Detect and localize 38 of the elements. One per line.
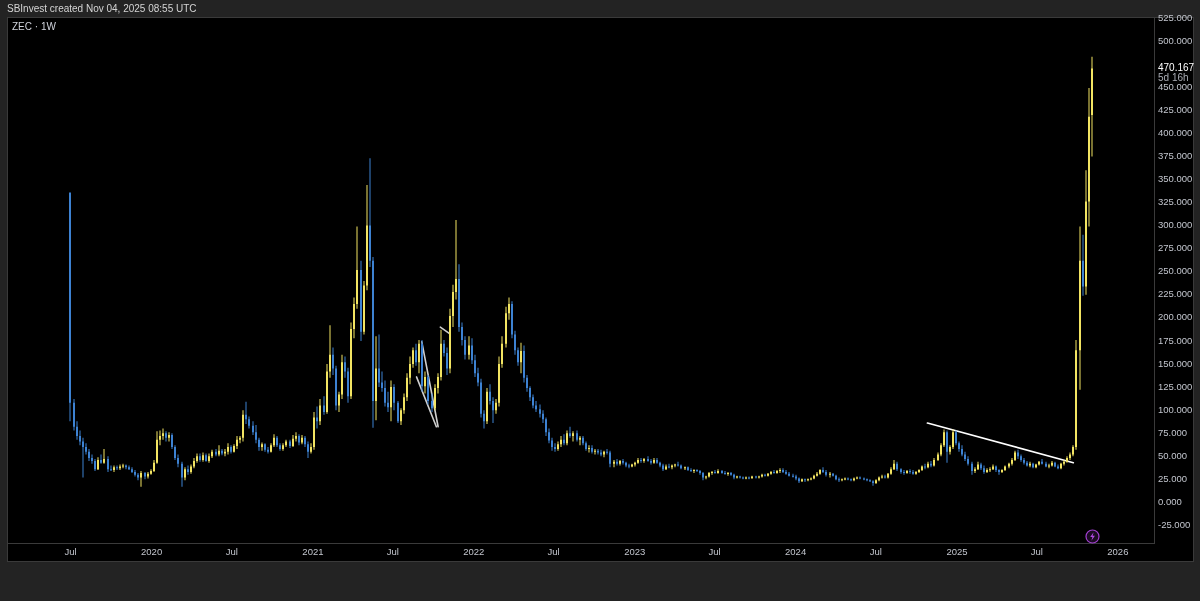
chart-subtitle: SBInvest created Nov 04, 2025 08:55 UTC: [7, 3, 197, 14]
x-tick-label: Jul: [869, 546, 882, 558]
y-tick-label: 375.000: [1158, 150, 1193, 162]
y-tick-label: 0.000: [1158, 496, 1182, 508]
x-tick-label: Jul: [386, 546, 399, 558]
y-tick-label: 350.000: [1158, 173, 1193, 185]
y-tick-label: 50.000: [1158, 449, 1188, 461]
y-tick-label: 150.000: [1158, 357, 1193, 369]
y-tick-label: 125.000: [1158, 380, 1193, 392]
x-tick-label: Jul: [708, 546, 721, 558]
y-tick-label: 225.000: [1158, 288, 1193, 300]
y-tick-label: 325.000: [1158, 196, 1193, 208]
x-tick-label: 2022: [463, 546, 485, 558]
y-tick-label: 275.000: [1158, 242, 1193, 254]
y-tick-label: 500.000: [1158, 34, 1193, 46]
y-tick-label: 250.000: [1158, 265, 1193, 277]
y-tick-label: 525.000: [1158, 11, 1193, 23]
x-tick-label: 2024: [785, 546, 807, 558]
x-tick-label: Jul: [225, 546, 238, 558]
x-tick-label: Jul: [547, 546, 560, 558]
x-tick-label: 2020: [141, 546, 163, 558]
x-tick-label: 2021: [302, 546, 324, 558]
x-tick-label: Jul: [64, 546, 77, 558]
y-tick-label: 200.000: [1158, 311, 1193, 323]
x-tick-label: 2025: [946, 546, 968, 558]
x-tick-label: 2026: [1107, 546, 1129, 558]
y-tick-label: 300.000: [1158, 219, 1193, 231]
y-tick-label: 175.000: [1158, 334, 1193, 346]
x-tick-label: Jul: [1030, 546, 1043, 558]
y-tick-label: 25.000: [1158, 472, 1188, 484]
y-tick-label: 400.000: [1158, 126, 1193, 138]
y-tick-label: -25.000: [1158, 519, 1191, 531]
text: 470.167: [1158, 62, 1195, 74]
y-tick-label: 425.000: [1158, 103, 1193, 115]
x-tick-label: 2023: [624, 546, 646, 558]
y-tick-label: 75.000: [1158, 426, 1188, 438]
y-tick-label: 100.000: [1158, 403, 1193, 415]
chart-title: ZEC · 1W: [12, 21, 56, 33]
